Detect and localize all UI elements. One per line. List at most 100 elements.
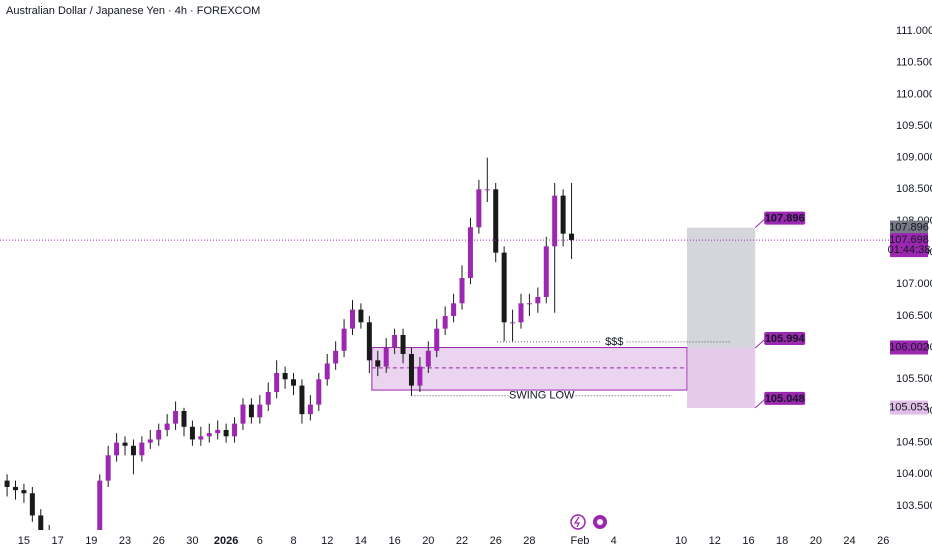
swing-low-label: SWING LOW [509, 390, 575, 402]
position-label: 107.896 [765, 212, 805, 224]
y-tick-label: 110.000 [896, 88, 932, 100]
y-tick-label: 110.500 [896, 57, 932, 69]
candle-body [400, 334, 406, 354]
x-tick-label: 2026 [214, 535, 238, 547]
candle-body [560, 195, 566, 234]
countdown: 01:44:38 [888, 244, 931, 256]
icon-flash-glyph [573, 516, 581, 528]
position-leader [754, 398, 766, 409]
x-tick-label: 26 [490, 535, 502, 547]
candle-body [341, 328, 347, 351]
candle-body [417, 366, 423, 386]
x-tick-label: 26 [877, 535, 889, 547]
price-tag: 106.002 [889, 341, 929, 353]
y-tick-label: 109.000 [896, 152, 932, 164]
candle-body [324, 363, 330, 380]
x-tick-label: 14 [355, 535, 367, 547]
candle-body [173, 410, 179, 424]
candle-body [13, 486, 19, 491]
candle-body [467, 227, 473, 278]
candle-body [425, 350, 431, 367]
price-tag: 107.896 [889, 221, 929, 233]
candle-body [147, 439, 153, 443]
candle-body [189, 426, 195, 440]
price-tag: 105.053 [889, 402, 929, 414]
candle-body [434, 328, 440, 351]
position-label: 105.048 [765, 393, 805, 405]
candle-body [484, 189, 490, 191]
x-tick-label: 10 [675, 535, 687, 547]
x-tick-label: 8 [290, 535, 296, 547]
x-tick-label: 17 [52, 535, 64, 547]
x-tick-label: 12 [321, 535, 333, 547]
stop-box [686, 348, 756, 408]
candle-body [543, 246, 549, 297]
position-leader [754, 338, 766, 349]
candle-body [4, 480, 10, 487]
candle-body [240, 404, 246, 424]
candle-body [265, 391, 271, 405]
candle-body [274, 372, 280, 392]
position-label-bg [764, 391, 806, 405]
candle-body [316, 379, 322, 405]
plot-area: $$$ SWING LOW [4, 157, 756, 545]
chart-title: Australian Dollar / Japanese Yen · 4h · … [6, 5, 260, 17]
y-tick-label: 107.000 [896, 278, 932, 290]
candle-body [215, 429, 221, 434]
price-tag-bg [890, 220, 928, 235]
x-tick-label: 15 [18, 535, 30, 547]
candle-body [232, 423, 238, 437]
x-tick-label: 23 [119, 535, 131, 547]
candle-body [223, 429, 229, 437]
liquidity-label: $$$ [605, 336, 623, 348]
candle-body [64, 544, 69, 545]
x-tick-label: 22 [456, 535, 468, 547]
candle-body [122, 442, 128, 446]
candle-body [282, 372, 288, 380]
candle-body [366, 322, 372, 361]
y-tick-label: 111.000 [896, 25, 932, 37]
y-tick-label: 109.500 [896, 120, 932, 132]
x-tick-label: 30 [186, 535, 198, 547]
position-label-bg [764, 211, 806, 225]
candle-body [299, 385, 305, 415]
last-price-tag: 107.698 [889, 234, 929, 246]
candle-body [156, 429, 162, 440]
candle-body [518, 303, 524, 323]
candle-body [97, 480, 103, 530]
candle-body [257, 404, 263, 418]
x-tick-label: 20 [422, 535, 434, 547]
y-tick-label: 104.500 [896, 437, 932, 449]
x-tick-label: 18 [776, 535, 788, 547]
candle-body [105, 455, 111, 481]
candle-body [408, 353, 414, 386]
candle-body [451, 303, 457, 316]
toolbar-icons[interactable] [570, 514, 607, 530]
y-tick-label: 106.500 [896, 310, 932, 322]
candle-body [375, 360, 381, 367]
icon-event-dot [597, 519, 603, 525]
x-tick-label: 16 [388, 535, 400, 547]
candle-body [476, 189, 482, 228]
candle-body [114, 442, 120, 456]
x-tick-label: 6 [257, 535, 263, 547]
y-tick-label: 104.000 [896, 468, 932, 480]
candle-body [181, 410, 187, 427]
x-tick-label: 24 [843, 535, 855, 547]
candle-body [248, 404, 254, 418]
y-tick-label: 105.500 [896, 373, 932, 385]
position-leader [754, 218, 766, 228]
x-tick-label: 12 [709, 535, 721, 547]
candle-body [29, 493, 35, 516]
candle-body [459, 277, 465, 304]
candle-body [291, 379, 297, 386]
target-box [686, 227, 756, 349]
candle-body [206, 433, 212, 437]
icon-flash[interactable] [570, 514, 586, 530]
price-tag-bg [890, 340, 928, 355]
candle-body [442, 315, 448, 329]
y-tick-label: 103.500 [896, 500, 932, 512]
candle-body [349, 309, 355, 329]
candle-body [493, 189, 499, 253]
